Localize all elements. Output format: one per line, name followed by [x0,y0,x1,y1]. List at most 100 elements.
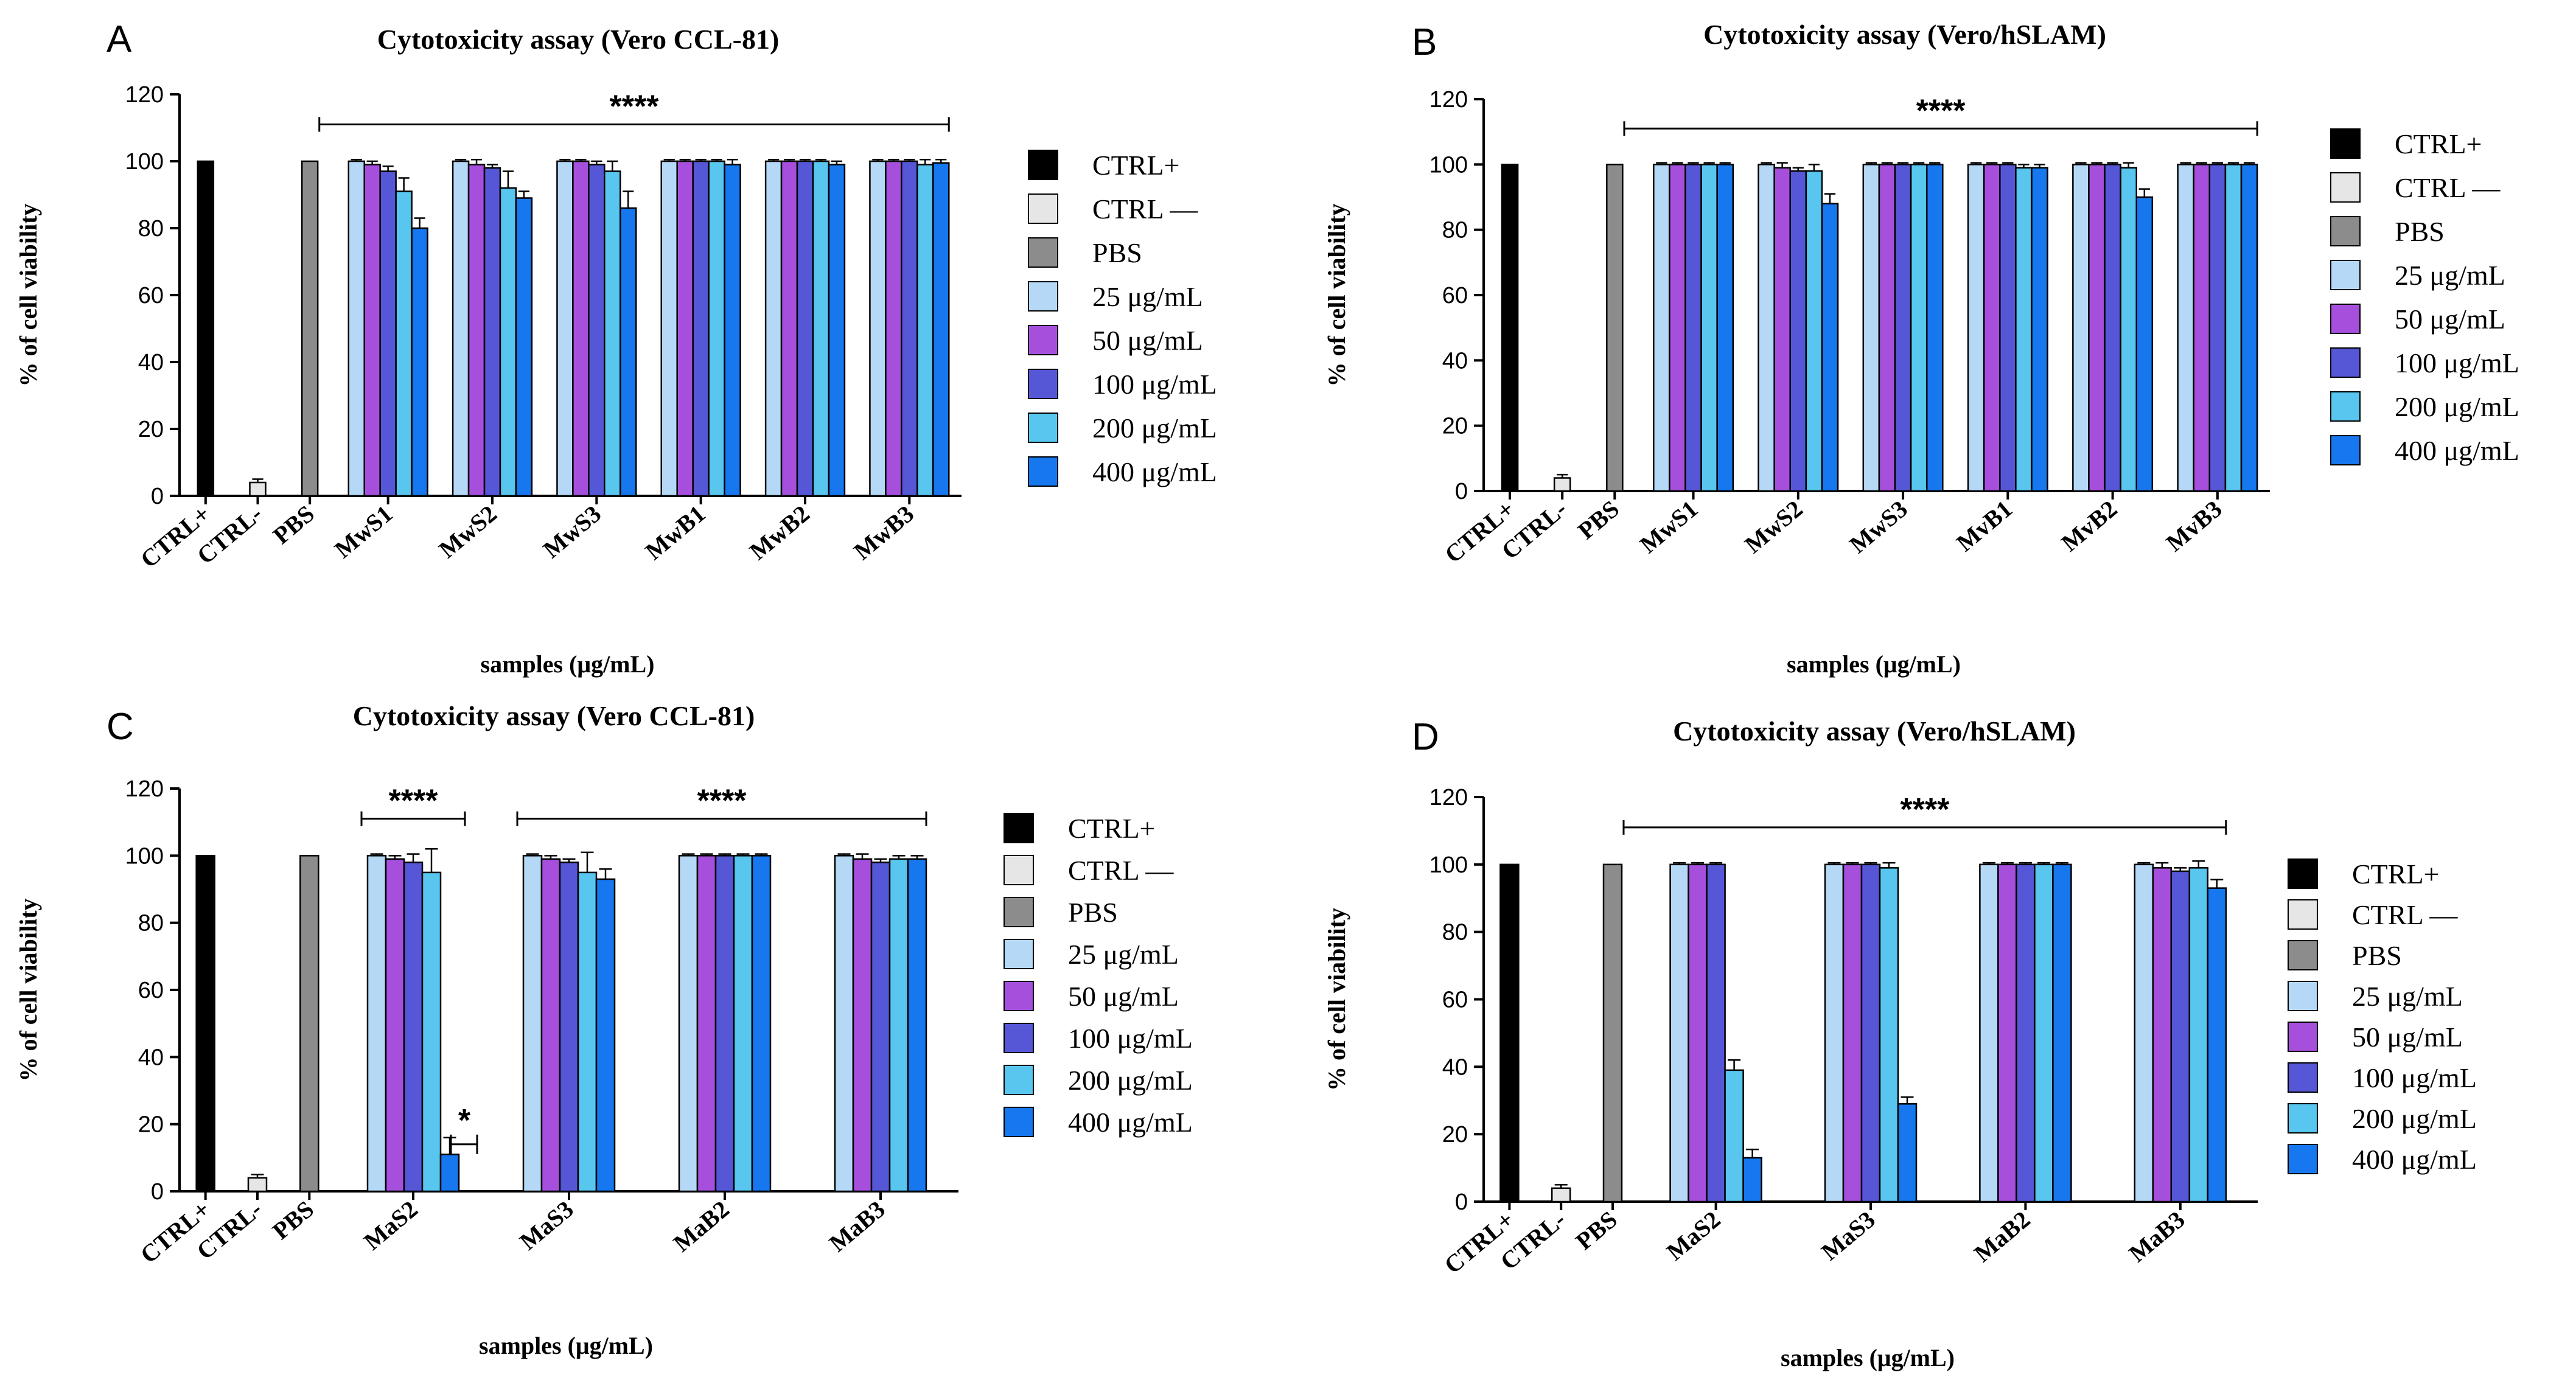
data-bar [1897,1103,1918,1203]
legend-swatch [2288,1062,2318,1093]
control-bar-0 [1501,164,1519,492]
data-bar [2134,863,2154,1203]
y-tick-label: 40 [1442,1054,1468,1080]
data-bar [595,878,616,1193]
data-bar [2208,164,2227,492]
data-bar [2170,870,2191,1203]
data-bar [1997,863,2017,1203]
data-bar [1842,863,1863,1203]
data-bar [1757,164,1775,492]
data-bar [1669,863,1689,1203]
data-bar [559,862,579,1193]
legend-label: 400 μg/mL [2352,1144,2477,1175]
legend-label: 25 μg/mL [1068,939,1179,970]
y-tick-label: 60 [1442,987,1468,1013]
data-bar [2177,164,2194,492]
data-bar [620,207,637,497]
significance-label: **** [610,89,660,125]
data-bar [714,855,735,1193]
legend: CTRL+ CTRL — PBS 25 μg/mL 50 μg/mL 100 μg/mL 2… [2330,128,2519,466]
y-tick-label: 60 [138,978,164,1003]
data-bar [907,858,927,1193]
data-bar [2224,164,2243,492]
legend-swatch [1028,413,1058,443]
legend-label: PBS [2352,940,2402,971]
legend-swatch [1004,1023,1034,1053]
y-tick-label: 20 [138,1112,164,1138]
x-tick-label: MaS2 [358,1195,423,1255]
data-bar [1653,164,1670,492]
x-tick-label: MaS3 [1816,1205,1880,1266]
y-tick-label: 120 [125,82,164,108]
data-bar [499,187,517,497]
data-bar [901,160,918,497]
x-tick-label: MwB2 [744,500,815,565]
legend-label: 400 μg/mL [1092,456,1217,487]
y-axis-title: % of cell viability [1323,203,1350,386]
data-bar [708,160,725,497]
x-tick-label: MwS1 [1635,495,1703,558]
legend-label: 400 μg/mL [1068,1107,1193,1138]
y-tick-label: 0 [1455,1189,1468,1215]
legend-swatch [1004,939,1034,969]
y-tick-label: 100 [1429,152,1468,178]
legend-label: 25 μg/mL [1092,281,1203,312]
legend-label: 100 μg/mL [2395,347,2519,378]
chart-title: Cytotoxicity assay (Vero CCL-81) [377,24,780,55]
legend-label: CTRL — [1092,193,1198,225]
data-bar [385,858,405,1193]
data-bar [1860,863,1881,1203]
y-tick-label: 80 [1442,218,1468,243]
data-bar [780,160,798,497]
y-tick-label: 100 [1429,852,1468,878]
legend-swatch [1028,325,1058,355]
y-tick-label: 120 [1429,87,1468,113]
data-bar [1910,164,1928,492]
data-bar [421,871,442,1193]
legend-label: 100 μg/mL [1092,369,1217,400]
y-tick-label: 0 [1455,479,1468,504]
y-tick-label: 60 [1442,283,1468,308]
legend-label: CTRL+ [2395,128,2482,159]
x-axis-title: samples (μg/mL) [481,650,655,678]
data-bar [1967,164,1985,492]
data-bar [379,170,397,497]
data-bar [2240,164,2258,492]
significance-label: **** [389,784,439,819]
x-tick-label: MwS1 [329,500,397,563]
data-bar [1716,164,1734,492]
y-axis-title: % of cell viability [15,898,42,1081]
x-tick-label: MvB2 [2056,495,2122,557]
y-tick-label: 20 [138,417,164,442]
y-tick-label: 120 [1429,785,1468,810]
data-bar [540,858,561,1193]
data-bar [812,160,830,497]
data-bar [1688,863,1708,1203]
data-bar [2031,167,2048,492]
x-tick-label: MaB3 [2124,1205,2190,1267]
legend-swatch [1004,897,1034,927]
data-bar [572,160,590,497]
y-tick-label: 0 [151,484,164,509]
data-bar [411,227,428,497]
data-bar [2072,164,2090,492]
chart-title: Cytotoxicity assay (Vero/hSLAM) [1703,19,2106,50]
data-bar [869,160,887,497]
data-bar [588,164,606,497]
y-tick-label: 20 [1442,1122,1468,1147]
y-tick-label: 80 [138,911,164,936]
y-tick-label: 0 [151,1179,164,1205]
data-bar [932,162,950,497]
x-tick-label: MwS3 [1845,495,1913,558]
y-axis-title: % of cell viability [1323,908,1350,1091]
data-bar [885,160,902,497]
legend-label: 200 μg/mL [2395,391,2519,422]
panel-D: D Cytotoxicity assay (Vero/hSLAM) 0 20 40 60 8… [1323,716,2477,1371]
legend-label: CTRL+ [1092,150,1180,181]
y-tick-label: 80 [138,216,164,242]
chart-title: Cytotoxicity assay (Vero/hSLAM) [1673,716,2076,747]
x-tick-label: MvB1 [1951,495,2017,557]
legend-swatch [1004,855,1034,885]
data-bar [1773,167,1791,492]
legend-label: 200 μg/mL [1092,413,1217,444]
